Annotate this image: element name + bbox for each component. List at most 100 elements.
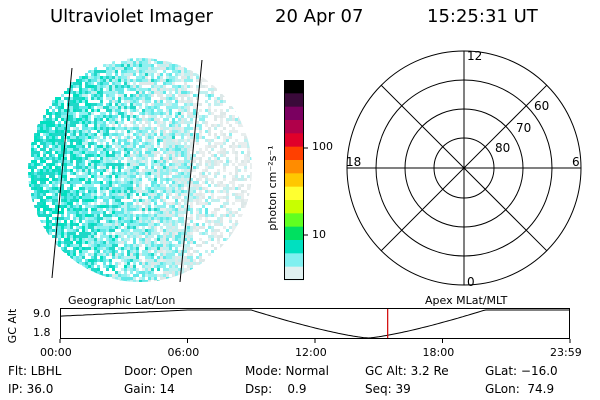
image-pixel <box>88 181 91 184</box>
altitude-axis-label: GC Alt <box>6 308 19 344</box>
image-pixel <box>175 67 178 70</box>
image-pixel <box>223 163 226 166</box>
image-pixel <box>118 160 121 163</box>
image-pixel <box>205 232 208 235</box>
image-pixel <box>172 79 175 82</box>
image-pixel <box>100 190 103 193</box>
image-pixel <box>166 154 169 157</box>
image-pixel <box>133 268 136 271</box>
image-pixel <box>151 223 154 226</box>
image-pixel <box>250 184 252 187</box>
image-pixel <box>133 115 136 118</box>
image-pixel <box>142 241 145 244</box>
image-pixel <box>82 160 85 163</box>
image-pixel <box>61 184 64 187</box>
image-pixel <box>46 163 49 166</box>
image-pixel <box>196 184 199 187</box>
image-pixel <box>73 223 76 226</box>
image-pixel <box>169 226 172 229</box>
image-pixel <box>169 169 172 172</box>
image-pixel <box>100 184 103 187</box>
image-pixel <box>82 88 85 91</box>
image-pixel <box>124 70 127 73</box>
image-pixel <box>61 217 64 220</box>
image-pixel <box>127 148 130 151</box>
image-pixel <box>115 208 118 211</box>
image-pixel <box>145 208 148 211</box>
image-pixel <box>124 61 127 64</box>
image-pixel <box>70 169 73 172</box>
image-pixel <box>112 199 115 202</box>
image-pixel <box>163 232 166 235</box>
image-pixel <box>79 94 82 97</box>
image-pixel <box>79 187 82 190</box>
image-pixel <box>82 124 85 127</box>
image-pixel <box>178 115 181 118</box>
image-pixel <box>163 244 166 247</box>
image-pixel <box>82 262 85 265</box>
image-pixel <box>172 190 175 193</box>
image-pixel <box>169 148 172 151</box>
image-pixel <box>124 64 127 67</box>
image-pixel <box>121 229 124 232</box>
image-pixel <box>94 178 97 181</box>
image-pixel <box>79 136 82 139</box>
image-pixel <box>94 187 97 190</box>
image-pixel <box>184 154 187 157</box>
image-pixel <box>196 226 199 229</box>
image-pixel <box>133 265 136 268</box>
image-pixel <box>67 190 70 193</box>
image-pixel <box>61 223 64 226</box>
image-pixel <box>76 178 79 181</box>
image-pixel <box>211 85 214 88</box>
image-pixel <box>103 274 106 277</box>
image-pixel <box>241 175 244 178</box>
image-pixel <box>127 139 130 142</box>
image-pixel <box>247 145 250 148</box>
image-pixel <box>109 223 112 226</box>
image-pixel <box>103 130 106 133</box>
image-pixel <box>52 109 55 112</box>
image-pixel <box>85 157 88 160</box>
image-pixel <box>223 136 226 139</box>
image-pixel <box>148 58 151 61</box>
image-pixel <box>58 169 61 172</box>
image-pixel <box>154 130 157 133</box>
image-pixel <box>94 214 97 217</box>
image-pixel <box>49 166 52 169</box>
image-pixel <box>85 100 88 103</box>
image-pixel <box>43 151 46 154</box>
image-pixel <box>163 241 166 244</box>
image-pixel <box>37 214 40 217</box>
image-pixel <box>133 181 136 184</box>
image-pixel <box>226 184 229 187</box>
image-pixel <box>112 79 115 82</box>
image-pixel <box>40 205 43 208</box>
image-pixel <box>181 175 184 178</box>
image-pixel <box>136 178 139 181</box>
image-pixel <box>181 208 184 211</box>
image-pixel <box>46 205 49 208</box>
image-pixel <box>64 196 67 199</box>
image-pixel <box>154 118 157 121</box>
image-pixel <box>94 196 97 199</box>
image-pixel <box>109 163 112 166</box>
image-pixel <box>181 166 184 169</box>
image-pixel <box>88 187 91 190</box>
image-pixel <box>184 271 187 274</box>
image-pixel <box>205 79 208 82</box>
image-pixel <box>241 151 244 154</box>
image-pixel <box>166 157 169 160</box>
image-pixel <box>169 151 172 154</box>
image-pixel <box>109 100 112 103</box>
image-pixel <box>64 157 67 160</box>
image-pixel <box>148 214 151 217</box>
image-pixel <box>160 136 163 139</box>
image-pixel <box>151 106 154 109</box>
image-pixel <box>139 178 142 181</box>
image-pixel <box>130 67 133 70</box>
image-pixel <box>229 208 232 211</box>
image-pixel <box>112 256 115 259</box>
image-pixel <box>37 127 40 130</box>
image-pixel <box>142 109 145 112</box>
